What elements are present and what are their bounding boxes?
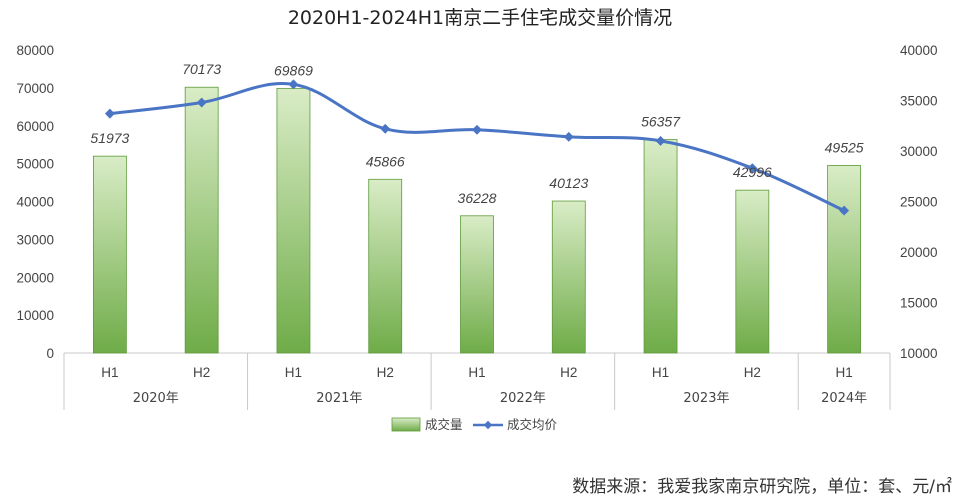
left-axis-tick-label: 0 <box>46 346 54 361</box>
line-price-marker <box>563 131 574 142</box>
data-label-volume: 70173 <box>182 61 221 77</box>
right-axis-tick-label: 20000 <box>900 245 938 260</box>
source-note: 数据来源：我爱我家南京研究院，单位：套、元/㎡ <box>572 477 952 497</box>
x-axis-year-label: 2020年 <box>133 391 179 406</box>
data-label-volume: 45866 <box>366 153 405 169</box>
right-axis-tick-label: 15000 <box>900 296 938 311</box>
data-label-volume: 51973 <box>90 130 129 146</box>
bar-volume <box>368 178 403 354</box>
x-axis-category-label: H1 <box>285 365 302 380</box>
bar-series-volume <box>92 86 862 354</box>
bar-volume <box>276 87 311 354</box>
left-axis-tick-label: 60000 <box>16 119 54 134</box>
data-label-volume: 36228 <box>458 190 497 206</box>
line-price-marker <box>196 97 207 108</box>
data-label-volume: 56357 <box>641 114 681 130</box>
line-series-price <box>104 79 850 216</box>
x-axis: H1 H2 H1 H2 H1 H2 H1 H2 H1 2020年 2021年 2022年 2023年 20… <box>63 352 891 410</box>
line-price-marker <box>472 124 482 135</box>
line-price-marker <box>104 108 115 119</box>
chart-title: 2020H1-2024H1南京二手住宅成交量价情况 <box>288 7 672 29</box>
legend-label-volume: 成交量 <box>425 417 463 432</box>
left-axis-tick-label: 70000 <box>16 81 54 96</box>
left-axis-tick-label: 50000 <box>16 157 54 172</box>
left-axis-tick-label: 10000 <box>16 308 54 323</box>
bar-volume <box>184 86 219 354</box>
data-label-volume: 42996 <box>733 164 772 180</box>
left-axis: 0 10000 20000 30000 40000 50000 60000 70000 8000… <box>16 43 54 361</box>
left-axis-tick-label: 30000 <box>16 232 54 247</box>
bar-volume <box>643 139 678 354</box>
x-axis-category-label: H1 <box>652 365 669 380</box>
x-axis-category-label: H1 <box>101 365 118 380</box>
right-axis-tick-label: 10000 <box>900 346 938 361</box>
data-label-volume: 49525 <box>825 139 864 155</box>
x-axis-year-label: 2024年 <box>821 391 867 406</box>
data-label-volume: 40123 <box>549 175 588 191</box>
x-axis-year-label: 2023年 <box>683 391 729 406</box>
x-axis-category-label: H2 <box>377 365 394 380</box>
x-axis-category-label: H1 <box>835 365 852 380</box>
legend-swatch-price-marker <box>483 420 493 430</box>
line-price-marker <box>380 123 391 134</box>
line-price-marker <box>288 79 299 90</box>
data-label-volume: 69869 <box>274 62 313 78</box>
x-axis-year-label: 2021年 <box>316 391 362 406</box>
right-axis: 10000 15000 20000 25000 30000 35000 40000 <box>900 43 938 361</box>
x-axis-year-label: 2022年 <box>500 391 546 406</box>
legend: 成交量 成交均价 <box>391 417 558 432</box>
left-axis-tick-label: 20000 <box>16 270 54 285</box>
x-axis-category-label: H2 <box>560 365 577 380</box>
line-price-marker <box>747 163 758 174</box>
x-axis-category-label: H2 <box>744 365 761 380</box>
data-labels: 51973 70173 69869 45866 36228 40123 56357 42996… <box>90 61 863 206</box>
bar-volume <box>551 200 586 354</box>
left-axis-tick-label: 40000 <box>16 195 54 210</box>
line-price-marker <box>655 135 666 146</box>
left-axis-tick-label: 80000 <box>16 43 54 58</box>
bar-volume <box>92 155 127 354</box>
x-axis-category-label: H1 <box>468 365 485 380</box>
line-price-marker <box>839 205 850 216</box>
right-axis-tick-label: 25000 <box>900 195 938 210</box>
right-axis-tick-label: 40000 <box>900 43 938 58</box>
right-axis-tick-label: 30000 <box>900 144 938 159</box>
bar-volume <box>735 189 770 354</box>
legend-swatch-volume <box>391 417 421 432</box>
legend-label-price: 成交均价 <box>507 417 558 432</box>
bar-volume <box>827 165 862 354</box>
bar-volume <box>460 215 494 354</box>
right-axis-tick-label: 35000 <box>900 94 938 109</box>
x-axis-category-label: H2 <box>193 365 210 380</box>
